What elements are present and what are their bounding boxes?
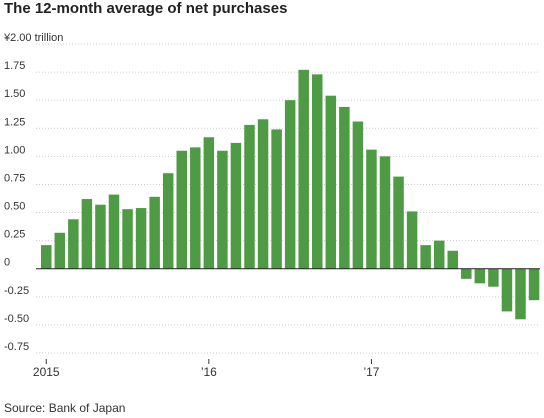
- bar: [393, 176, 404, 269]
- bar: [176, 150, 187, 269]
- bar: [108, 194, 120, 269]
- bar: [190, 147, 201, 269]
- bar: [81, 199, 93, 269]
- bar: [284, 100, 296, 269]
- bar: [352, 121, 364, 269]
- bar: [312, 74, 323, 269]
- bar: [257, 119, 269, 269]
- y-tick-label: 0.75: [4, 172, 25, 184]
- bar: [366, 149, 377, 269]
- bar: [528, 268, 540, 301]
- x-axis-ticks: 2015 ’16 ’17: [33, 359, 380, 379]
- bar: [135, 208, 147, 269]
- bar: [149, 196, 160, 269]
- bar: [420, 245, 431, 269]
- y-tick-label: 1.25: [4, 116, 25, 128]
- bar: [271, 129, 282, 269]
- bar: [162, 173, 174, 269]
- x-tick-label: 2015: [33, 365, 60, 379]
- bar: [515, 268, 526, 320]
- source-note: Source: Bank of Japan: [4, 401, 126, 415]
- y-tick-label: 1.50: [4, 88, 25, 100]
- bar: [298, 69, 309, 269]
- x-tick-label: ’16: [201, 365, 217, 379]
- bar: [379, 156, 391, 269]
- bar: [474, 268, 486, 284]
- y-tick-label: 1.00: [4, 144, 25, 156]
- bar: [339, 106, 350, 269]
- bars: [41, 69, 540, 320]
- chart-title: The 12-month average of net purchases: [4, 0, 288, 17]
- bar: [217, 150, 228, 269]
- y-tick-label: 0.50: [4, 201, 25, 213]
- y-tick-label: 0: [4, 257, 10, 269]
- bar: [447, 250, 458, 269]
- y-tick-label: -0.75: [4, 341, 29, 353]
- y-axis-ticks: ¥2.00 trillion 1.75 1.50 1.25 1.00 0.75 0.50 0.…: [3, 32, 63, 353]
- bar: [54, 232, 66, 269]
- bar: [230, 142, 242, 269]
- bar: [488, 268, 499, 287]
- bar: [122, 209, 133, 269]
- y-tick-label: ¥2.00 trillion: [3, 32, 63, 44]
- bar: [406, 211, 418, 269]
- x-tick-label: ’17: [363, 365, 379, 379]
- bar: [501, 268, 513, 312]
- bar: [68, 219, 79, 269]
- bar: [95, 204, 106, 269]
- bar: [325, 95, 337, 269]
- y-tick-label: 1.75: [4, 60, 25, 72]
- y-tick-label: 0.25: [4, 229, 25, 241]
- y-tick-label: -0.25: [4, 285, 29, 297]
- bar: [41, 245, 52, 269]
- bar: [203, 137, 215, 269]
- bar: [433, 240, 445, 269]
- y-tick-label: -0.50: [4, 313, 29, 325]
- bar: [461, 268, 472, 279]
- bar: [244, 124, 255, 269]
